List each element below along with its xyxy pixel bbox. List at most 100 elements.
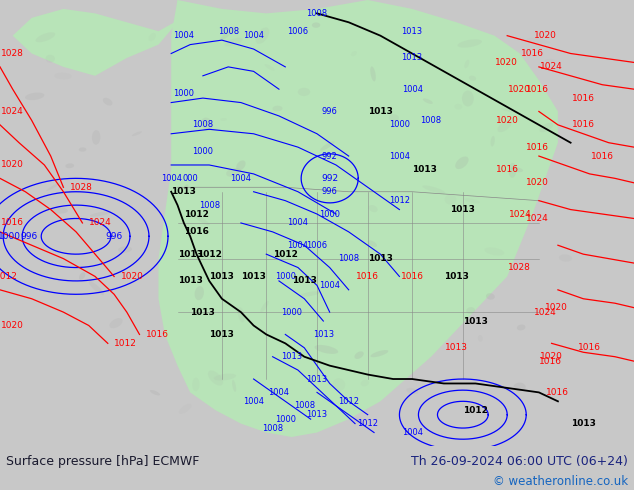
Text: 1013: 1013	[401, 27, 423, 36]
Text: 1013: 1013	[445, 343, 468, 352]
Ellipse shape	[46, 55, 55, 63]
Ellipse shape	[236, 160, 245, 171]
Text: 1013: 1013	[292, 276, 317, 285]
Ellipse shape	[501, 108, 519, 113]
Ellipse shape	[333, 378, 345, 391]
Text: 1000: 1000	[275, 272, 296, 281]
Text: 1004: 1004	[401, 428, 423, 437]
Ellipse shape	[220, 26, 235, 41]
Ellipse shape	[370, 350, 389, 357]
Text: 1012: 1012	[338, 397, 359, 406]
Ellipse shape	[311, 250, 316, 254]
Ellipse shape	[224, 38, 243, 47]
Text: 1016: 1016	[184, 227, 209, 236]
Ellipse shape	[466, 307, 475, 314]
Text: 1006: 1006	[306, 241, 328, 250]
Ellipse shape	[462, 91, 474, 106]
Text: 1000: 1000	[319, 210, 340, 219]
Ellipse shape	[423, 98, 433, 104]
Text: 1012: 1012	[184, 210, 209, 219]
Ellipse shape	[79, 272, 86, 280]
Text: 1008: 1008	[192, 121, 214, 129]
Text: 992: 992	[322, 151, 337, 161]
Text: 1016: 1016	[356, 272, 379, 281]
Ellipse shape	[65, 163, 74, 168]
Ellipse shape	[132, 131, 142, 136]
Ellipse shape	[46, 182, 61, 191]
Text: 1008: 1008	[198, 200, 220, 210]
Text: 1013: 1013	[368, 254, 393, 263]
Ellipse shape	[354, 351, 364, 359]
Text: 1004: 1004	[160, 174, 182, 183]
Text: 1008: 1008	[217, 27, 239, 36]
Text: 996: 996	[321, 107, 338, 116]
Ellipse shape	[559, 254, 572, 262]
Text: 1013: 1013	[368, 107, 393, 116]
Ellipse shape	[491, 136, 495, 147]
Text: 1008: 1008	[338, 254, 359, 263]
Ellipse shape	[455, 104, 462, 110]
Text: 1020: 1020	[496, 116, 519, 125]
Ellipse shape	[498, 121, 512, 132]
Ellipse shape	[368, 205, 378, 212]
Text: 000: 000	[183, 174, 198, 183]
Ellipse shape	[118, 246, 132, 253]
Ellipse shape	[54, 73, 72, 79]
Text: 1004: 1004	[230, 174, 252, 183]
Ellipse shape	[320, 141, 335, 150]
Text: 1020: 1020	[534, 31, 557, 40]
Text: 1028: 1028	[70, 183, 93, 192]
Text: 1020: 1020	[545, 303, 568, 312]
Text: 1000: 1000	[173, 89, 195, 98]
Ellipse shape	[508, 163, 517, 178]
Text: 1013: 1013	[209, 272, 235, 281]
Text: 1013: 1013	[178, 250, 203, 259]
Ellipse shape	[444, 195, 456, 205]
Text: 1004: 1004	[0, 232, 2, 241]
Ellipse shape	[370, 66, 376, 81]
Text: 1016: 1016	[146, 330, 169, 339]
Text: 1016: 1016	[401, 272, 424, 281]
Text: 1013: 1013	[444, 272, 469, 281]
Text: 1013: 1013	[401, 53, 423, 62]
Text: Th 26-09-2024 06:00 UTC (06+24): Th 26-09-2024 06:00 UTC (06+24)	[411, 455, 628, 468]
Ellipse shape	[90, 211, 110, 217]
Text: 996: 996	[20, 232, 37, 241]
Text: 1024: 1024	[534, 308, 557, 317]
Text: 1004: 1004	[287, 219, 309, 227]
Ellipse shape	[256, 27, 269, 44]
Text: 1028: 1028	[508, 263, 531, 272]
Ellipse shape	[110, 318, 122, 328]
Text: 1008: 1008	[420, 116, 442, 125]
Text: 1012: 1012	[0, 272, 18, 281]
Text: 1008: 1008	[262, 423, 283, 433]
Ellipse shape	[214, 373, 236, 381]
Text: 1020: 1020	[508, 85, 531, 94]
Text: 1013: 1013	[313, 330, 334, 339]
Text: Surface pressure [hPa] ECMWF: Surface pressure [hPa] ECMWF	[6, 455, 200, 468]
Ellipse shape	[148, 33, 156, 41]
Text: 1013: 1013	[463, 317, 488, 325]
Ellipse shape	[208, 370, 223, 386]
Text: 1024: 1024	[526, 214, 549, 223]
Ellipse shape	[389, 114, 399, 122]
Ellipse shape	[514, 383, 526, 392]
Text: 1013: 1013	[450, 205, 476, 214]
Text: 1024: 1024	[508, 210, 531, 219]
Text: 1012: 1012	[389, 196, 410, 205]
Text: 1016: 1016	[539, 357, 562, 366]
Text: 1000: 1000	[275, 415, 296, 424]
Ellipse shape	[314, 345, 338, 354]
Text: 1028: 1028	[1, 49, 24, 58]
Ellipse shape	[273, 106, 283, 111]
Ellipse shape	[79, 147, 86, 152]
Ellipse shape	[179, 404, 191, 414]
Ellipse shape	[264, 64, 275, 71]
Text: 1013: 1013	[571, 419, 596, 428]
Ellipse shape	[354, 416, 363, 423]
Text: 996: 996	[321, 187, 338, 196]
Text: 1024: 1024	[89, 219, 112, 227]
Ellipse shape	[312, 23, 320, 28]
Text: 1016: 1016	[578, 343, 601, 352]
Text: 1016: 1016	[572, 121, 595, 129]
